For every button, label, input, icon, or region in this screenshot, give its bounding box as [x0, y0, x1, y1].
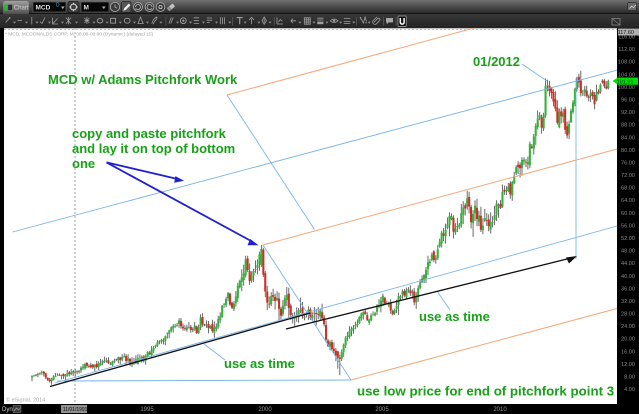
svg-text:60.00: 60.00 [621, 211, 635, 217]
svg-text:© eSignal, 2014: © eSignal, 2014 [6, 397, 45, 404]
svg-text:use as time: use as time [224, 356, 295, 371]
svg-text:use low price for end of pitch: use low price for end of pitchfork point… [357, 384, 614, 399]
svg-text:Chart: Chart [14, 6, 29, 12]
svg-text:8.00: 8.00 [624, 375, 635, 381]
svg-text:Dyn: Dyn [2, 407, 13, 413]
svg-text:100.00: 100.00 [618, 85, 635, 91]
svg-text:40.00: 40.00 [621, 274, 635, 280]
svg-text:116.00: 116.00 [618, 35, 635, 41]
svg-text:32.00: 32.00 [621, 299, 635, 305]
svg-text:2000: 2000 [258, 407, 272, 413]
svg-text:28.00: 28.00 [621, 312, 635, 318]
svg-text:101.91: 101.91 [617, 79, 634, 85]
svg-text:12.00: 12.00 [621, 362, 635, 368]
svg-text:MCD: MCD [36, 4, 51, 11]
svg-text:1995: 1995 [140, 407, 154, 413]
svg-text:92.00: 92.00 [621, 110, 635, 116]
svg-text:36.00: 36.00 [621, 286, 635, 292]
svg-text:104.00: 104.00 [618, 72, 635, 78]
svg-text:copy and paste pitchfork: copy and paste pitchfork [72, 126, 227, 141]
svg-text:MCD w/ Adams Pitchfork Work: MCD w/ Adams Pitchfork Work [48, 72, 238, 87]
svg-text:M: M [84, 4, 89, 11]
svg-text:01/2012: 01/2012 [473, 54, 520, 69]
svg-text:117.60: 117.60 [618, 30, 634, 36]
svg-text:* MCD, MCDONALDS CORP, M, 08:0: * MCD, MCDONALDS CORP, M, 08:00-00:00 (D… [5, 32, 154, 38]
svg-text:11/01/1991: 11/01/1991 [63, 407, 88, 413]
svg-text:one: one [72, 156, 95, 171]
svg-text:72.00: 72.00 [621, 173, 635, 179]
svg-text:use as time: use as time [419, 309, 490, 324]
svg-text:68.00: 68.00 [621, 186, 635, 192]
svg-text:20.00: 20.00 [621, 337, 635, 343]
svg-text:2005: 2005 [375, 407, 389, 413]
svg-text:16.00: 16.00 [621, 349, 635, 355]
svg-text:4.00: 4.00 [624, 387, 635, 393]
svg-text:48.00: 48.00 [621, 249, 635, 255]
svg-text:96.00: 96.00 [621, 98, 635, 104]
svg-text:76.00: 76.00 [621, 160, 635, 166]
svg-text:D: D [56, 3, 60, 9]
svg-text:52.00: 52.00 [621, 236, 635, 242]
svg-text:108.00: 108.00 [618, 60, 635, 66]
svg-text:44.00: 44.00 [621, 261, 635, 267]
svg-text:2010: 2010 [493, 407, 507, 413]
svg-text:112.00: 112.00 [618, 47, 635, 53]
svg-text:56.00: 56.00 [621, 223, 635, 229]
svg-text:64.00: 64.00 [621, 198, 635, 204]
svg-text:84.00: 84.00 [621, 135, 635, 141]
svg-text:24.00: 24.00 [621, 324, 635, 330]
svg-text:88.00: 88.00 [621, 123, 635, 129]
svg-text:80.00: 80.00 [621, 148, 635, 154]
svg-text:and lay it on top of bottom: and lay it on top of bottom [72, 141, 235, 156]
